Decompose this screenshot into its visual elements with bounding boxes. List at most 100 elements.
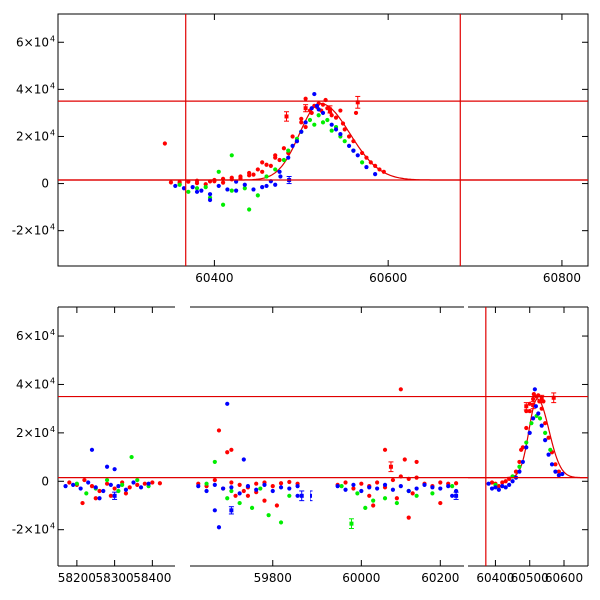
- blue-data-point: [260, 185, 265, 190]
- green-data-point: [247, 207, 252, 212]
- red-data-point: [556, 469, 561, 474]
- green-data-point: [204, 481, 209, 486]
- green-data-point: [414, 493, 419, 498]
- blue-data-point: [533, 404, 538, 409]
- red-data-point: [97, 488, 102, 494]
- green-data-point: [278, 520, 284, 525]
- blue-data-point: [225, 187, 230, 192]
- blue-data-point: [294, 139, 300, 144]
- red-data-point: [539, 406, 544, 411]
- red-data-point: [359, 481, 364, 486]
- blue-data-point: [355, 153, 360, 158]
- blue-data-point: [112, 467, 117, 472]
- blue-data-point: [367, 485, 372, 490]
- blue-data-point: [173, 183, 178, 189]
- blue-data-point: [450, 493, 455, 498]
- red-data-point: [519, 447, 524, 452]
- blue-data-point: [212, 508, 217, 513]
- green-data-point: [266, 513, 271, 518]
- red-data-point: [162, 141, 167, 146]
- x-tick-label: 60200: [421, 571, 459, 585]
- green-data-point: [450, 484, 455, 489]
- blue-data-point: [527, 430, 532, 435]
- blue-data-point: [546, 452, 551, 457]
- red-data-point: [112, 486, 117, 491]
- plot-segment: [58, 14, 588, 266]
- red-data-point: [343, 480, 348, 485]
- red-data-point: [93, 496, 98, 501]
- blue-data-point: [216, 525, 222, 530]
- red-data-point: [381, 169, 386, 174]
- blue-data-point: [536, 411, 541, 416]
- red-data-point: [254, 481, 259, 486]
- blue-data-point: [89, 447, 95, 452]
- blue-data-point: [343, 487, 348, 492]
- green-data-point: [517, 464, 522, 469]
- y-tick-label: 4×10: [16, 82, 49, 96]
- blue-data-point: [295, 484, 300, 489]
- y-tick-exponent: 4: [50, 34, 55, 43]
- y-tick-exponent: 4: [50, 522, 55, 531]
- blue-data-point: [375, 486, 380, 491]
- blue-data-point: [390, 487, 396, 492]
- green-data-point: [177, 182, 182, 187]
- blue-data-point: [97, 496, 102, 501]
- red-data-point: [438, 480, 443, 485]
- red-data-point: [329, 113, 334, 118]
- blue-data-point: [273, 182, 278, 187]
- blue-data-point: [517, 469, 522, 474]
- red-data-point: [531, 403, 536, 408]
- blue-data-point: [70, 482, 76, 488]
- red-data-point: [220, 180, 226, 185]
- blue-data-point: [314, 103, 320, 108]
- blue-data-point: [199, 188, 204, 193]
- blue-data-point: [351, 148, 356, 153]
- blue-data-point: [221, 486, 226, 491]
- green-data-point: [382, 496, 388, 501]
- blue-data-point: [278, 485, 284, 490]
- x-tick-label: 60800: [543, 271, 581, 285]
- x-tick-label: 58300: [96, 571, 134, 585]
- green-data-point: [325, 117, 330, 123]
- red-data-point: [287, 479, 292, 485]
- blue-data-point: [520, 459, 525, 465]
- blue-data-point: [225, 401, 230, 406]
- red-data-point: [371, 503, 376, 508]
- red-data-point: [367, 493, 372, 498]
- green-data-point: [212, 459, 217, 465]
- red-data-point: [127, 485, 132, 490]
- blue-data-point: [438, 486, 443, 491]
- blue-data-point: [364, 164, 369, 170]
- red-data-point: [553, 462, 558, 467]
- red-data-point: [273, 153, 278, 158]
- green-data-point: [342, 139, 347, 144]
- red-data-point: [551, 395, 556, 400]
- blue-data-point: [123, 487, 129, 492]
- red-data-point: [373, 163, 378, 169]
- red-data-point: [229, 447, 234, 452]
- blue-data-point: [382, 482, 388, 488]
- green-data-point: [529, 421, 534, 426]
- blue-data-point: [251, 187, 256, 192]
- blue-data-point: [335, 484, 340, 489]
- red-data-point: [157, 481, 163, 486]
- red-data-point: [503, 479, 508, 484]
- red-data-point: [375, 480, 380, 485]
- green-data-point: [135, 477, 140, 483]
- red-data-point: [303, 96, 308, 101]
- green-data-point: [320, 120, 326, 125]
- green-data-point: [229, 188, 234, 193]
- blue-data-point: [207, 197, 213, 203]
- blue-data-point: [146, 481, 151, 486]
- top-plot-frame: [57, 13, 589, 267]
- green-data-point: [225, 496, 230, 501]
- green-data-point: [359, 160, 365, 165]
- red-data-point: [338, 108, 343, 113]
- green-data-point: [203, 185, 208, 190]
- blue-data-point: [486, 481, 491, 486]
- blue-data-point: [503, 485, 508, 490]
- x-tick-label: 60600: [545, 571, 583, 585]
- blue-data-point: [63, 484, 68, 489]
